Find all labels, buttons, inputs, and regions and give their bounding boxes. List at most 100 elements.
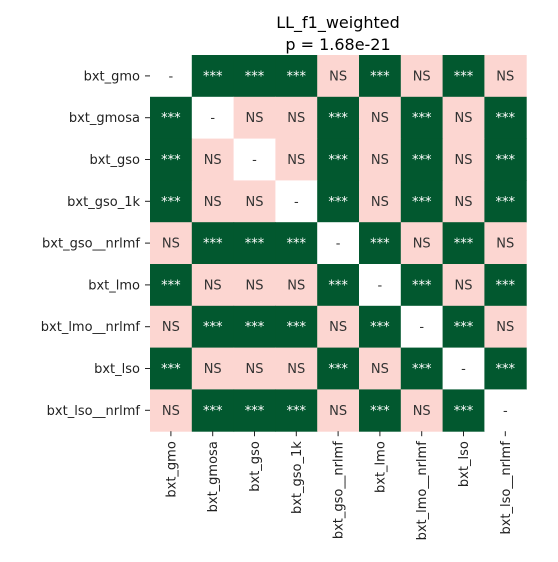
heatmap-cell-r4-c5 (359, 222, 402, 265)
cell-label-r6-c0: NS (162, 320, 180, 335)
cell-label-r0-c1: *** (203, 69, 223, 84)
heatmap-cell-r7-c6 (400, 347, 444, 390)
heatmap-cell-r0-c6 (400, 55, 444, 98)
cell-label-r7-c6: *** (412, 362, 432, 377)
cell-label-r3-c7: NS (455, 195, 473, 210)
row-label-bxt_gmosa: bxt_gmosa (69, 111, 140, 126)
cell-label-r5-c1: NS (204, 278, 222, 293)
heatmap-cell-r8-c4 (317, 389, 360, 432)
heatmap-cell-r6-c8 (484, 305, 527, 349)
heatmap-cell-r8-c7 (442, 389, 485, 432)
cell-label-r3-c0: *** (161, 195, 181, 210)
cell-label-r8-c2: *** (245, 404, 265, 419)
heatmap-cell-r0-c7 (442, 55, 485, 98)
cell-label-r4-c6: NS (413, 237, 431, 252)
heatmap-cell-r8-c8 (484, 389, 527, 432)
cell-label-r4-c4: - (336, 237, 341, 252)
heatmap-cell-r5-c0 (150, 264, 193, 307)
heatmap-cell-r4-c8 (484, 222, 527, 265)
heatmap-cell-r0-c1 (191, 55, 235, 98)
cell-label-r1-c0: *** (161, 111, 181, 126)
row-label-bxt_gso: bxt_gso (89, 153, 140, 168)
heatmap-cell-r6-c0 (150, 305, 193, 349)
cell-label-r7-c1: NS (204, 362, 222, 377)
cell-label-r0-c8: NS (496, 69, 514, 84)
heatmap-cell-r0-c0 (150, 55, 193, 98)
cell-label-r6-c5: *** (370, 320, 390, 335)
cell-label-r5-c5: - (378, 278, 383, 293)
heatmap-cell-r5-c1 (191, 264, 235, 307)
heatmap-cell-r8-c1 (191, 389, 235, 432)
row-label-bxt_gso_1k: bxt_gso_1k (67, 195, 140, 210)
heatmap-cell-r8-c5 (359, 389, 402, 432)
column-label-bxt_lmo__nrlmf: bxt_lmo__nrlmf (415, 441, 430, 541)
row-label-bxt_lmo__nrlmf: bxt_lmo__nrlmf (41, 320, 141, 335)
heatmap-cell-r2-c1 (191, 138, 235, 181)
cell-label-r2-c1: NS (204, 153, 222, 168)
cell-label-r0-c4: NS (329, 69, 347, 84)
heatmap-cell-r7-c0 (150, 347, 193, 390)
heatmap-cell-r4-c4 (317, 222, 360, 265)
heatmap-cell-r3-c4 (317, 180, 360, 223)
heatmap-cell-r8-c3 (275, 389, 318, 432)
chart-subtitle: p = 1.68e-21 (285, 35, 390, 54)
cell-label-r1-c2: NS (246, 111, 264, 126)
cell-label-r2-c5: NS (371, 153, 389, 168)
cell-label-r6-c3: *** (287, 320, 307, 335)
cell-label-r3-c8: *** (496, 195, 516, 210)
heatmap-cell-r3-c0 (150, 180, 193, 223)
cell-label-r2-c6: *** (412, 153, 432, 168)
cell-label-r4-c8: NS (496, 237, 514, 252)
heatmap-cell-r3-c5 (359, 180, 402, 223)
heatmap-cell-r3-c1 (191, 180, 235, 223)
chart-title: LL_f1_weighted (276, 13, 400, 33)
heatmap-cell-r2-c0 (150, 138, 193, 181)
cell-label-r7-c5: NS (371, 362, 389, 377)
heatmap-cell-r5-c4 (317, 264, 360, 307)
cell-label-r7-c4: *** (328, 362, 348, 377)
heatmap-cell-r3-c3 (275, 180, 318, 223)
heatmap-cell-r1-c8 (484, 96, 527, 140)
cell-label-r0-c0: - (169, 69, 174, 84)
column-label-bxt_lso__nrlmf: bxt_lso__nrlmf (499, 441, 514, 535)
cell-label-r6-c4: NS (329, 320, 347, 335)
heatmap-cell-r5-c5 (359, 264, 402, 307)
heatmap-cell-r3-c8 (484, 180, 527, 223)
row-label-bxt_lso: bxt_lso (94, 362, 140, 377)
heatmap-cell-r2-c8 (484, 138, 527, 181)
cell-label-r0-c2: *** (245, 69, 265, 84)
heatmap-cell-r1-c2 (233, 96, 276, 140)
heatmap-cell-r2-c4 (317, 138, 360, 181)
row-label-bxt_gso__nrlmf: bxt_gso__nrlmf (42, 237, 140, 252)
heatmap-cell-r1-c5 (359, 96, 402, 140)
cell-label-r3-c1: NS (204, 195, 222, 210)
column-tick-labels: bxt_gmo bxt_gmosa bxt_gso bxt_gso_1k bxt_gso… (164, 431, 514, 541)
heatmap-cell-r7-c4 (317, 347, 360, 390)
heatmap-cell-r2-c6 (400, 138, 444, 181)
cell-label-r8-c7: *** (454, 404, 474, 419)
cell-label-r0-c5: *** (370, 69, 390, 84)
heatmap-cells: - *** *** *** NS *** NS *** NS *** - NS NS *** NS *** NS… (150, 55, 527, 432)
heatmap-cell-r0-c4 (317, 55, 360, 98)
heatmap-cell-r6-c6 (400, 305, 444, 349)
column-label-bxt_lso: bxt_lso (457, 441, 472, 487)
heatmap-cell-r7-c2 (233, 347, 276, 390)
cell-label-r1-c1: - (210, 111, 215, 126)
heatmap-cell-r2-c7 (442, 138, 485, 181)
heatmap-cell-r1-c0 (150, 96, 193, 140)
cell-label-r8-c3: *** (287, 404, 307, 419)
heatmap-cell-r6-c3 (275, 305, 318, 349)
heatmap-cell-r4-c6 (400, 222, 444, 265)
row-tick-labels: bxt_gmo bxt_gmosa bxt_gso bxt_gso_1k bxt_gso… (41, 69, 150, 419)
cell-label-r6-c7: *** (454, 320, 474, 335)
heatmap-cell-r6-c2 (233, 305, 276, 349)
cell-label-r3-c6: *** (412, 195, 432, 210)
heatmap-cell-r4-c1 (191, 222, 235, 265)
cell-label-r8-c5: *** (370, 404, 390, 419)
cell-label-r8-c8: - (503, 404, 508, 419)
heatmap-cell-r1-c4 (317, 96, 360, 140)
cell-label-r7-c7: - (461, 362, 466, 377)
heatmap-cell-r1-c3 (275, 96, 318, 140)
cell-label-r1-c7: NS (455, 111, 473, 126)
